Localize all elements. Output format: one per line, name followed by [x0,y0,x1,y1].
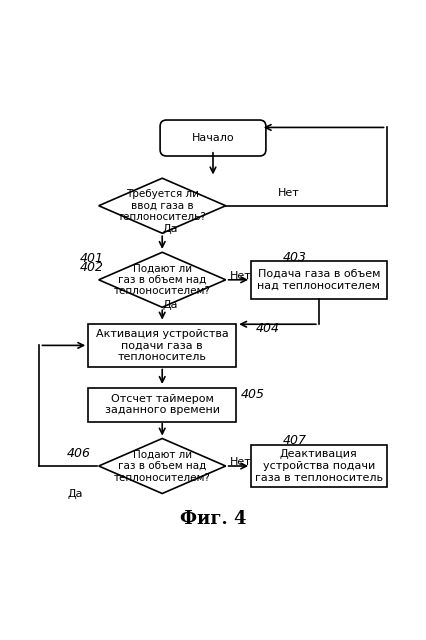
Bar [88,388,236,422]
Text: Подача газа в объем
над теплоносителем: Подача газа в объем над теплоносителем [257,269,380,291]
Bar [88,324,236,367]
Text: Требуется ли
ввод газа в
теплоноситель?: Требуется ли ввод газа в теплоноситель? [118,189,207,222]
Text: Начало: Начало [192,133,234,143]
Text: Нет: Нет [230,457,251,467]
Text: 401: 401 [80,252,104,265]
Text: Да: Да [163,224,178,234]
Text: 403: 403 [283,251,307,264]
Text: Фиг. 4: Фиг. 4 [180,510,246,528]
Polygon shape [99,252,226,307]
Text: Нет: Нет [278,188,300,198]
Text: Да: Да [163,300,178,310]
Text: Подают ли
газ в объем над
теплоносителем?: Подают ли газ в объем над теплоносителем… [114,449,210,483]
FancyBboxPatch shape [160,120,266,156]
Text: Активация устройства
подачи газа в
теплоноситель: Активация устройства подачи газа в тепло… [96,329,229,362]
Polygon shape [99,178,226,233]
Text: Подают ли
газ в объем над
теплоносителем?: Подают ли газ в объем над теплоносителем… [114,263,210,296]
Text: 405: 405 [241,388,265,401]
Text: 404: 404 [255,322,279,335]
Text: 402: 402 [80,260,104,273]
Bar [251,445,386,487]
Bar [251,260,386,299]
Text: 406: 406 [67,447,91,460]
Text: 407: 407 [283,434,307,447]
Text: Отсчет таймером
заданного времени: Отсчет таймером заданного времени [105,394,220,415]
Text: Да: Да [68,488,83,499]
Polygon shape [99,438,226,493]
Text: Деактивация
устройства подачи
газа в теплоноситель: Деактивация устройства подачи газа в теп… [255,449,383,483]
Text: Нет: Нет [230,271,251,280]
